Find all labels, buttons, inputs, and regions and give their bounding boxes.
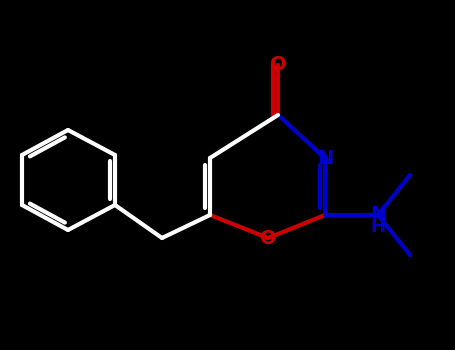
- Text: O: O: [270, 56, 286, 75]
- Text: N: N: [370, 205, 386, 224]
- Text: O: O: [260, 229, 276, 247]
- Text: N: N: [317, 148, 333, 168]
- Text: H: H: [370, 218, 385, 236]
